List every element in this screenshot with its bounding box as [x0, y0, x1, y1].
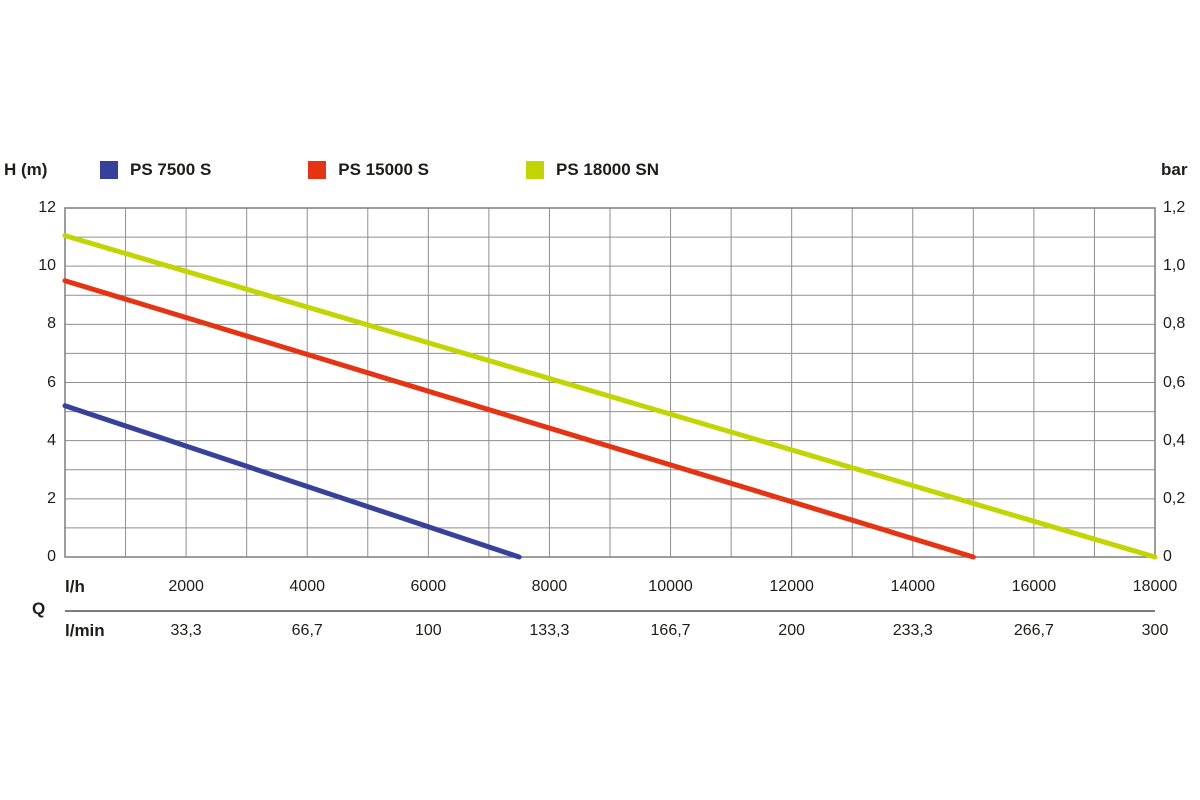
x-secondary-tick-label: 233,3	[892, 622, 933, 639]
x-secondary-tick-label: 166,7	[650, 622, 691, 639]
x-secondary-tick-label: 133,3	[529, 622, 570, 639]
x-secondary-tick-label: 300	[1141, 622, 1169, 639]
series-line-ps-18000-sn	[62, 233, 1158, 560]
x-secondary-tick-label: 33,3	[170, 622, 202, 639]
y-left-tick-label: 12	[38, 199, 56, 216]
y-right-axis-title: bar	[1161, 160, 1188, 179]
x-tick-label: 6000	[410, 578, 447, 595]
legend-item: PS 7500 S	[100, 160, 211, 180]
y-left-tick-label: 8	[47, 315, 56, 333]
x-secondary-tick-label: 266,7	[1013, 622, 1054, 639]
y-right-tick-label: 0	[1163, 548, 1172, 565]
x-tick-label: 10000	[648, 578, 693, 595]
y-right-tick-label: 0,4	[1163, 431, 1186, 449]
flow-symbol-label: Q	[32, 599, 46, 618]
y-left-tick-label: 6	[47, 373, 56, 391]
y-right-tick-label: 1,2	[1163, 199, 1186, 216]
y-left-tick-label: 4	[47, 431, 56, 449]
x-tick-label: 8000	[531, 578, 568, 595]
x-tick-label: 14000	[890, 578, 936, 595]
y-left-tick-label: 10	[38, 257, 56, 275]
plot-border	[64, 207, 1156, 558]
y-right-tick-label: 0,8	[1163, 315, 1186, 333]
y-right-tick-label: 0,6	[1163, 373, 1186, 391]
x-tick-label: 12000	[769, 578, 814, 595]
legend-label: PS 15000 S	[338, 160, 430, 179]
y-left-tick-label: 2	[47, 489, 56, 507]
x-tick-label: 2000	[168, 578, 204, 595]
legend-label: PS 7500 S	[130, 160, 212, 179]
y-left-axis-title: H (m)	[4, 160, 48, 179]
x-axis-title: l/h	[65, 577, 85, 596]
legend-item: PS 15000 S	[308, 160, 429, 180]
legend-swatch-icon	[308, 161, 327, 179]
legend-label: PS 18000 SN	[556, 160, 660, 179]
series-line-ps-7500-s	[62, 403, 522, 560]
y-right-tick-label: 0,2	[1163, 489, 1186, 507]
legend-swatch-icon	[526, 161, 545, 179]
x-tick-label: 4000	[289, 578, 326, 595]
x-secondary-tick-label: 66,7	[291, 622, 323, 639]
legend-item: PS 18000 SN	[526, 160, 659, 180]
y-right-tick-label: 1,0	[1163, 257, 1186, 275]
x-tick-label: 18000	[1132, 578, 1178, 595]
series-line-ps-15000-s	[62, 278, 976, 560]
x-secondary-axis-title: l/min	[65, 621, 105, 640]
legend-swatch-icon	[100, 161, 118, 179]
y-left-tick-label: 0	[47, 548, 56, 565]
x-secondary-tick-label: 100	[414, 622, 442, 639]
legend: PS 7500 S PS 15000 S PS 18000 SN	[100, 160, 659, 180]
x-secondary-tick-label: 200	[778, 622, 805, 639]
axis-separator-line	[65, 610, 1155, 612]
x-tick-label: 16000	[1011, 578, 1057, 595]
